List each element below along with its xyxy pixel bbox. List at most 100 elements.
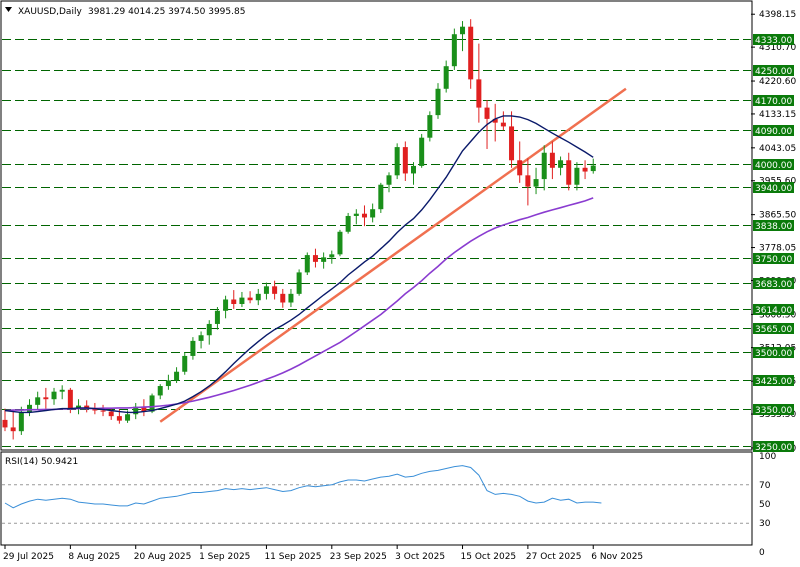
- candle-67: [549, 141, 555, 180]
- candle-63: [517, 141, 523, 183]
- candle-body: [198, 335, 204, 341]
- candle-22: [182, 352, 188, 375]
- price-tick-label-1: 4310.70: [759, 43, 796, 53]
- candle-52: [427, 111, 433, 142]
- candle-body: [468, 26, 474, 80]
- candle-36: [296, 269, 302, 296]
- candle-body: [174, 371, 180, 381]
- level-label-box-1: [753, 65, 794, 76]
- rsi-line: [4, 465, 602, 509]
- candle-body: [566, 160, 572, 185]
- level-label-3: 4090.00: [755, 127, 792, 137]
- candle-body: [280, 293, 286, 303]
- level-label-6: 3838.00: [755, 222, 792, 232]
- candle-49: [402, 141, 408, 181]
- candle-body: [435, 88, 441, 116]
- candle-58: [476, 43, 482, 123]
- level-label-box-4: [753, 159, 794, 170]
- candle-38: [312, 248, 318, 268]
- candle-body: [76, 405, 82, 409]
- level-label-13: 3350.00: [755, 406, 792, 416]
- rsi-layer: 100 70 50 30 0: [2, 452, 776, 558]
- candle-65: [533, 167, 539, 195]
- level-label-box-10: [753, 323, 794, 334]
- price-tick-label-3: 4133.15: [759, 110, 796, 120]
- candle-54: [443, 60, 449, 93]
- candle-body: [239, 297, 245, 305]
- time-tick-label-5: 23 Sep 2025: [330, 552, 387, 562]
- candle-33: [272, 280, 278, 300]
- rsi-tick-label-4: 0: [759, 548, 765, 558]
- candle-53: [435, 83, 441, 119]
- candle-29: [239, 291, 245, 308]
- candle-body: [288, 293, 294, 303]
- level-label-10: 3565.00: [755, 325, 792, 335]
- candle-57: [468, 19, 474, 89]
- candle-4: [35, 391, 41, 411]
- candle-66: [541, 145, 547, 191]
- candle-9: [76, 399, 82, 415]
- price-tick-label-9: 3600.50: [759, 310, 796, 320]
- triangle-down-icon[interactable]: [5, 7, 12, 12]
- candle-47: [386, 172, 392, 193]
- candle-45: [370, 203, 376, 223]
- candle-body: [125, 414, 131, 421]
- candle-61: [500, 111, 506, 131]
- candle-24: [198, 331, 204, 349]
- candles-layer: [2, 19, 596, 440]
- level-label-14: 3250.00: [755, 443, 792, 453]
- candle-body: [35, 397, 41, 405]
- candle-62: [509, 111, 515, 168]
- level-label-2: 4170.00: [755, 97, 792, 107]
- price-tick-label-7: 3778.05: [759, 244, 796, 254]
- trendline: [159, 87, 627, 423]
- candle-64: [525, 158, 531, 206]
- candle-42: [345, 212, 351, 234]
- candle-body: [214, 310, 220, 324]
- candle-body: [533, 179, 539, 187]
- candle-1: [10, 410, 16, 440]
- trendline-layer: [159, 87, 627, 423]
- candle-body: [402, 147, 408, 174]
- candle-body: [443, 66, 449, 89]
- level-label-box-11: [753, 347, 794, 358]
- candle-body: [353, 213, 359, 216]
- candle-44: [361, 205, 367, 227]
- rsi-panel-frame: [0, 451, 753, 546]
- candle-body: [460, 26, 466, 35]
- candle-40: [329, 250, 335, 264]
- candle-28: [231, 290, 237, 309]
- candle-body: [296, 272, 302, 294]
- candle-body: [484, 107, 490, 119]
- candle-12: [100, 404, 106, 417]
- price-tick-label-2: 4220.60: [759, 77, 796, 87]
- candle-10: [84, 400, 90, 413]
- candle-body: [321, 257, 327, 262]
- candle-body: [370, 209, 376, 218]
- horizontal-levels: [2, 39, 751, 447]
- candle-body: [116, 416, 122, 421]
- candle-body: [2, 419, 8, 428]
- ohlc-readout: 3981.29 4014.25 3974.50 3995.85: [88, 7, 245, 17]
- sma-slow-line: [4, 197, 594, 412]
- candle-23: [190, 337, 196, 360]
- time-tick-label-7: 15 Oct 2025: [461, 552, 517, 562]
- candle-20: [165, 374, 171, 390]
- candle-body: [51, 391, 57, 400]
- candle-50: [411, 162, 416, 185]
- candle-71: [582, 160, 588, 180]
- level-label-box-13: [753, 404, 794, 415]
- candle-43: [353, 209, 359, 225]
- candle-body: [517, 160, 523, 176]
- candle-body: [492, 118, 498, 123]
- level-label-box-14: [753, 441, 794, 452]
- level-label-box-7: [753, 253, 794, 264]
- rsi-label: RSI(14) 50.9421: [5, 457, 78, 467]
- candle-body: [263, 286, 269, 294]
- candle-body: [411, 165, 416, 174]
- candle-body: [59, 389, 65, 392]
- level-label-box-9: [753, 304, 794, 315]
- candle-body: [361, 213, 367, 218]
- candle-body: [337, 231, 343, 255]
